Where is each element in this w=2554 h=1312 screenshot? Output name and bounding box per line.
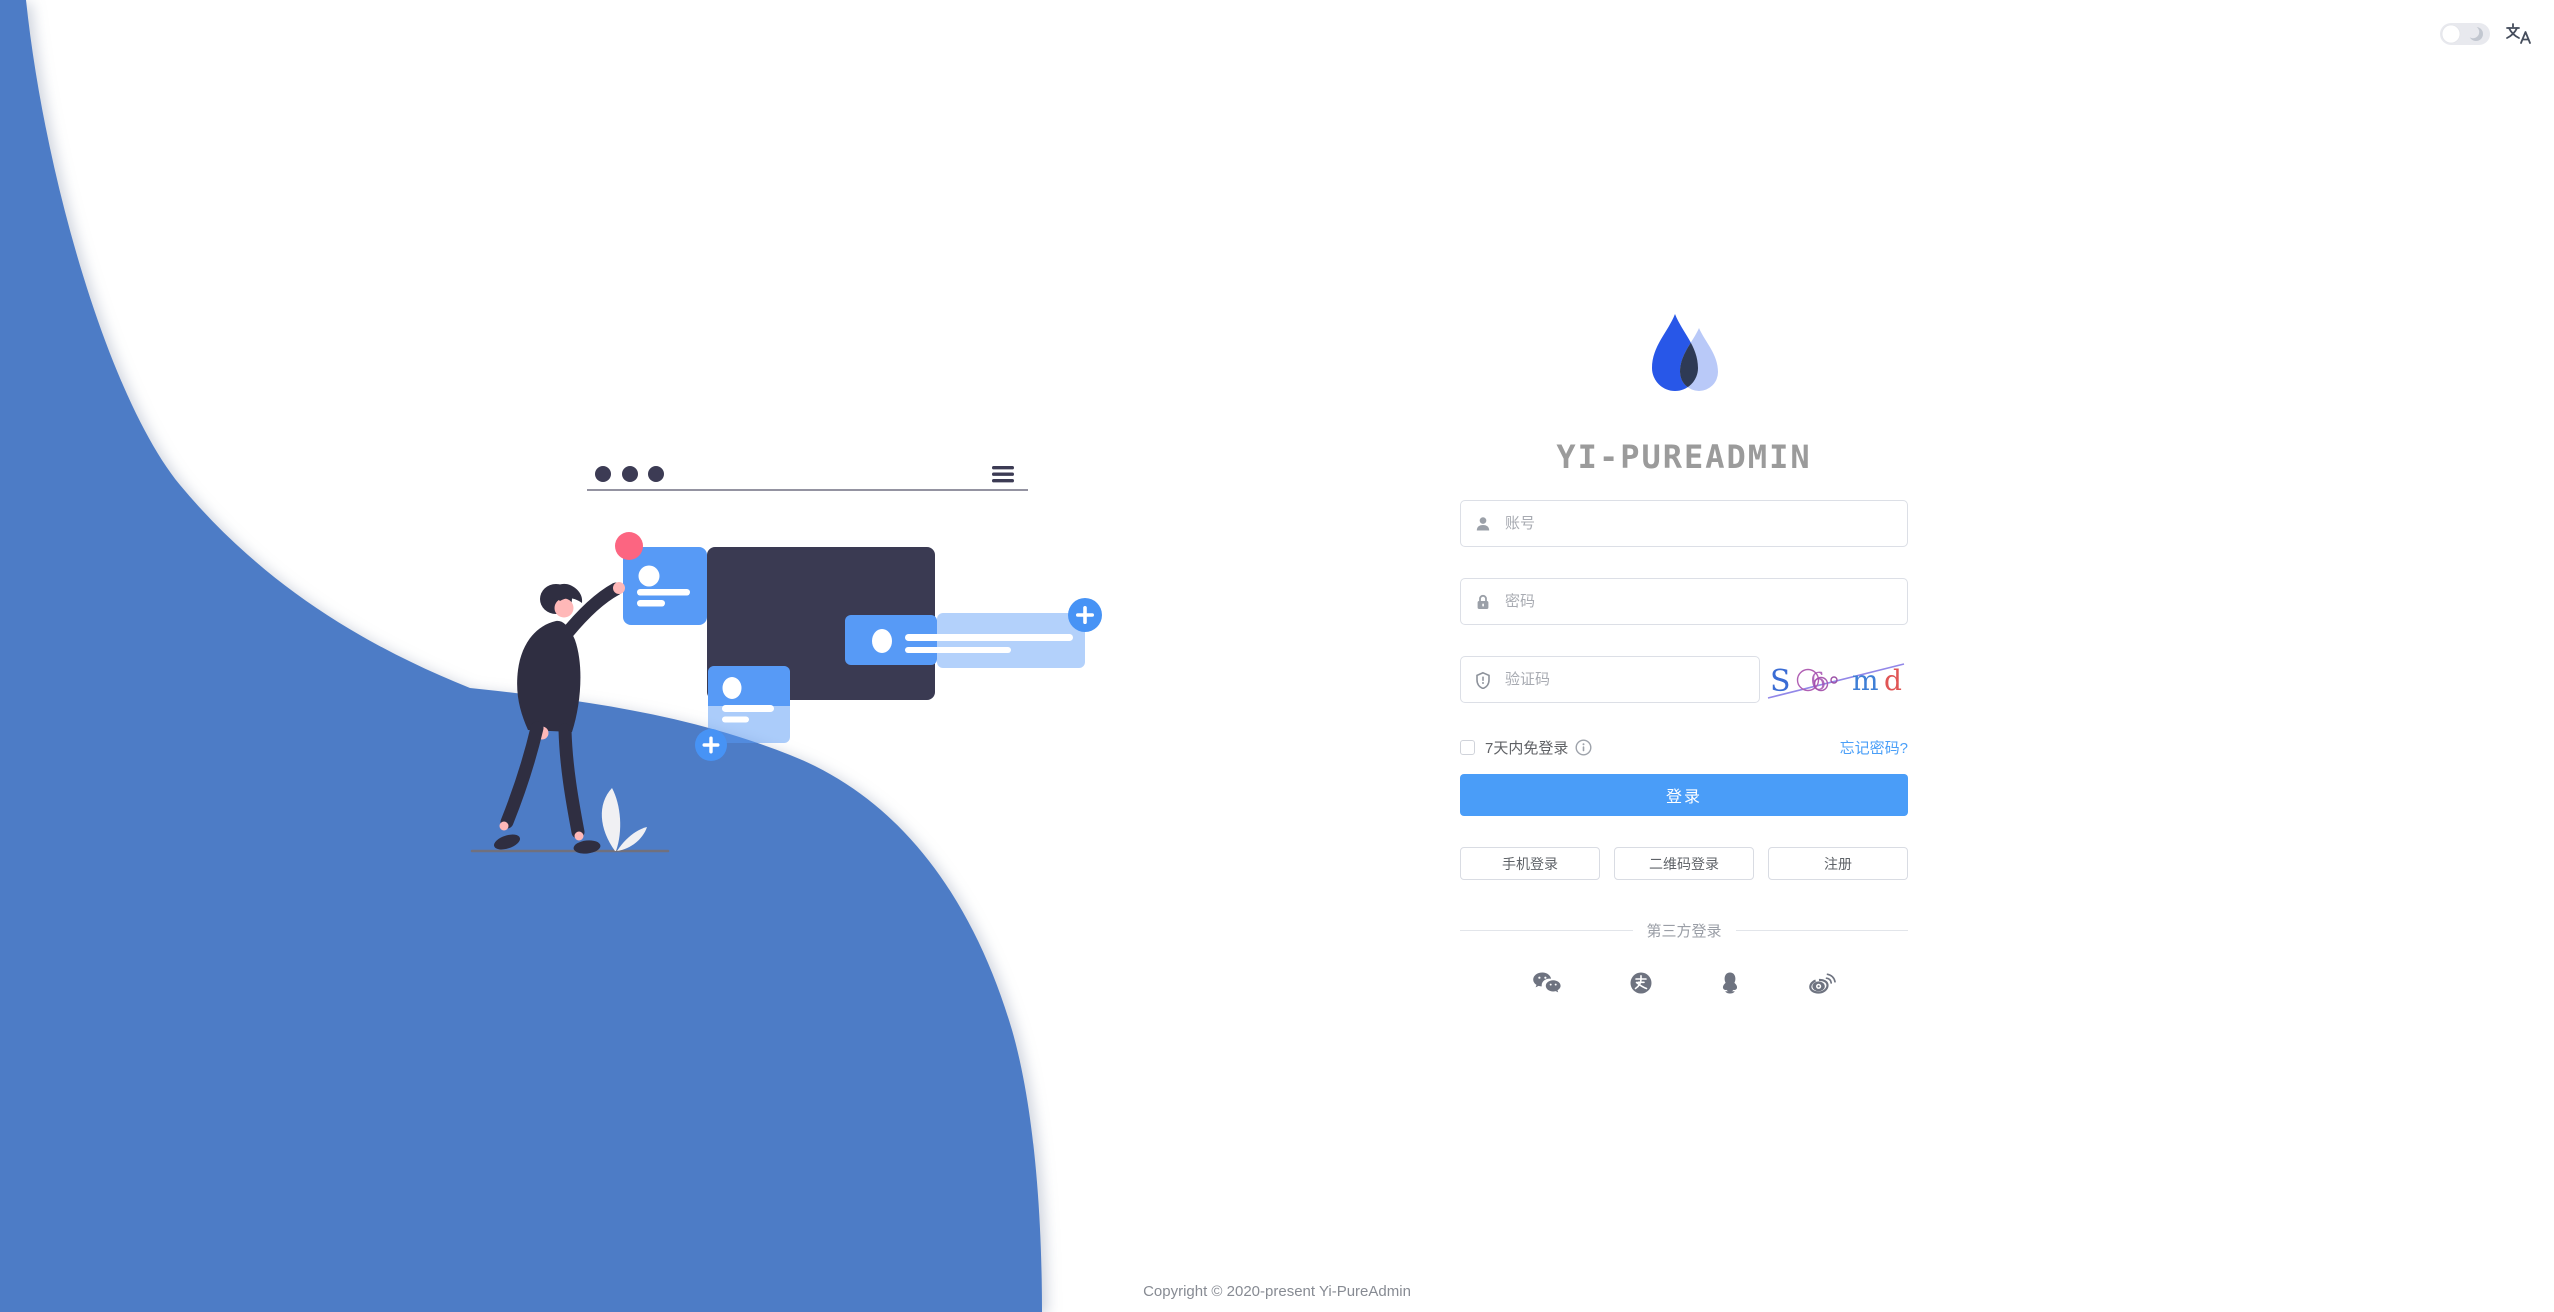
- illustration-person: [494, 582, 625, 854]
- illustration-leaf: [601, 788, 647, 851]
- info-icon: [1575, 738, 1592, 756]
- translate-icon[interactable]: [2504, 22, 2532, 46]
- brand-title: YI-PUREADMIN: [1556, 438, 1812, 476]
- register-button[interactable]: 注册: [1768, 847, 1908, 880]
- account-field-wrap: [1460, 500, 1908, 547]
- qq-icon[interactable]: [1719, 971, 1741, 995]
- illustration-card-1: [623, 547, 707, 625]
- forgot-password-link[interactable]: 忘记密码?: [1839, 739, 1908, 757]
- qrcode-login-button[interactable]: 二维码登录: [1614, 847, 1754, 880]
- wave-shape: [0, 0, 1042, 1312]
- captcha-image[interactable]: S 6 m d: [1764, 657, 1908, 702]
- login-panel: YI-PUREADMIN: [1460, 312, 1909, 995]
- illustration-red-dot: [615, 532, 643, 560]
- divider-label: 第三方登录: [1646, 923, 1722, 940]
- browser-dots-icon: [595, 466, 664, 482]
- account-input[interactable]: [1460, 500, 1908, 547]
- lock-icon: [1477, 594, 1489, 609]
- alipay-icon[interactable]: [1629, 971, 1653, 995]
- phone-login-button[interactable]: 手机登录: [1460, 847, 1600, 880]
- svg-text:m: m: [1852, 664, 1879, 697]
- password-field-wrap: [1460, 578, 1908, 625]
- captcha-input[interactable]: [1460, 656, 1760, 703]
- password-input[interactable]: [1460, 578, 1908, 625]
- svg-text:6: 6: [1809, 667, 1828, 697]
- login-button[interactable]: 登录: [1460, 774, 1908, 816]
- illustration-card-3: [708, 666, 790, 743]
- remember-label: 7天内免登录: [1485, 739, 1569, 757]
- third-party-divider: 第三方登录: [1460, 920, 1909, 941]
- weibo-icon[interactable]: [1808, 971, 1836, 995]
- shield-icon: [1476, 671, 1490, 689]
- moon-icon: [2466, 25, 2483, 41]
- social-login-row: [1460, 971, 1908, 995]
- divider-line-right: [1735, 930, 1909, 931]
- illustration-plus-button-1: [1068, 598, 1102, 632]
- illustration-card-2: [845, 615, 1073, 665]
- water-drop-logo: [1652, 314, 1718, 391]
- user-icon: [1476, 516, 1490, 530]
- wechat-icon[interactable]: [1532, 971, 1562, 995]
- captcha-row: S 6 m d: [1460, 656, 1908, 703]
- svg-text:S: S: [1770, 664, 1791, 699]
- theme-toggle-switch[interactable]: [2440, 23, 2490, 45]
- options-row: 7天内免登录 忘记密码?: [1460, 738, 1908, 757]
- hamburger-icon: [992, 466, 1014, 483]
- copyright-text: Copyright © 2020-present Yi-PureAdmin: [1143, 1283, 1411, 1300]
- alt-login-row: 手机登录 二维码登录 注册: [1460, 847, 1908, 880]
- captcha-field-wrap: [1460, 656, 1760, 703]
- svg-text:d: d: [1884, 664, 1902, 697]
- divider-line-left: [1460, 930, 1633, 931]
- remember-checkbox[interactable]: [1460, 739, 1475, 755]
- top-bar-controls: [2440, 22, 2532, 46]
- illustration-plus-button-2: [695, 729, 727, 761]
